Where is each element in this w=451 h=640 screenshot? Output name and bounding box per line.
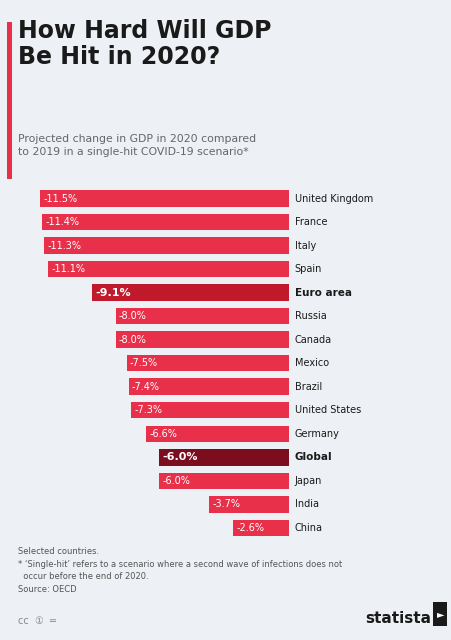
Text: How Hard Will GDP
Be Hit in 2020?: How Hard Will GDP Be Hit in 2020? <box>18 19 271 69</box>
Bar <box>44 237 289 254</box>
Text: -7.4%: -7.4% <box>132 381 160 392</box>
Text: United Kingdom: United Kingdom <box>294 193 372 204</box>
Text: -6.0%: -6.0% <box>162 476 190 486</box>
Bar <box>42 214 289 230</box>
Text: -11.1%: -11.1% <box>51 264 86 274</box>
Text: Mexico: Mexico <box>294 358 328 368</box>
Text: statista: statista <box>365 611 431 626</box>
Text: -6.6%: -6.6% <box>149 429 177 439</box>
Text: -11.3%: -11.3% <box>47 241 81 251</box>
Text: Projected change in GDP in 2020 compared
to 2019 in a single-hit COVID-19 scenar: Projected change in GDP in 2020 compared… <box>18 134 256 157</box>
Bar <box>146 426 289 442</box>
Bar <box>92 284 289 301</box>
Text: Japan: Japan <box>294 476 322 486</box>
Bar <box>115 308 289 324</box>
Text: France: France <box>294 217 327 227</box>
Bar <box>232 520 289 536</box>
Text: United States: United States <box>294 405 360 415</box>
Text: Russia: Russia <box>294 311 326 321</box>
Bar <box>48 261 289 277</box>
Bar <box>115 332 289 348</box>
Bar <box>126 355 289 371</box>
Text: -3.7%: -3.7% <box>212 499 240 509</box>
Bar <box>159 449 289 465</box>
Text: Euro area: Euro area <box>294 287 351 298</box>
Text: China: China <box>294 523 322 533</box>
Text: cc  ①  ═: cc ① ═ <box>18 616 56 626</box>
Text: Selected countries.
* ‘Single-hit’ refers to a scenario where a second wave of i: Selected countries. * ‘Single-hit’ refer… <box>18 547 341 594</box>
Text: -7.5%: -7.5% <box>129 358 157 368</box>
Text: Global: Global <box>294 452 331 462</box>
Text: -9.1%: -9.1% <box>95 287 130 298</box>
Text: India: India <box>294 499 318 509</box>
Text: -7.3%: -7.3% <box>134 405 162 415</box>
Text: Canada: Canada <box>294 335 331 345</box>
Bar <box>131 402 289 419</box>
Text: Germany: Germany <box>294 429 339 439</box>
Text: -2.6%: -2.6% <box>235 523 263 533</box>
Text: Italy: Italy <box>294 241 315 251</box>
Text: ►: ► <box>436 609 443 620</box>
Bar <box>208 496 289 513</box>
Text: Spain: Spain <box>294 264 322 274</box>
Text: -6.0%: -6.0% <box>162 452 198 462</box>
Text: -11.4%: -11.4% <box>45 217 79 227</box>
Text: -11.5%: -11.5% <box>43 193 77 204</box>
Bar <box>159 472 289 489</box>
Text: -8.0%: -8.0% <box>119 311 147 321</box>
Text: -8.0%: -8.0% <box>119 335 147 345</box>
Text: Brazil: Brazil <box>294 381 321 392</box>
Bar <box>129 378 289 395</box>
Bar <box>40 190 289 207</box>
